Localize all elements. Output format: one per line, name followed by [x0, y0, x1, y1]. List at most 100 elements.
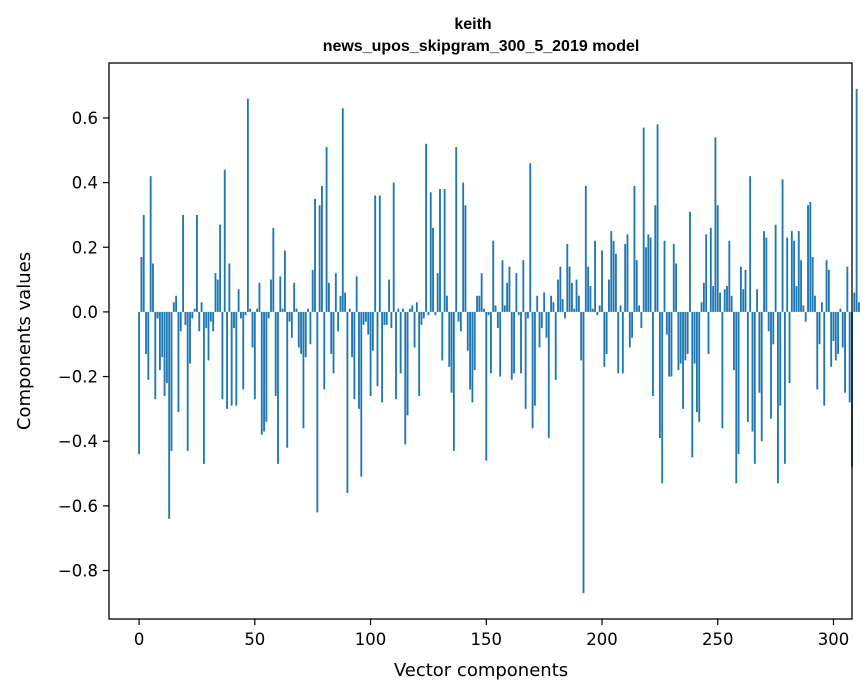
y-axis-ticks: −0.8 −0.6 −0.4 −0.2 0.0 0.2 0.4 0.6 [58, 109, 109, 581]
bar-20 [184, 311, 187, 325]
bar-112 [397, 308, 400, 312]
bar-299 [830, 311, 833, 367]
bar-97 [362, 311, 365, 325]
bar-119 [413, 311, 416, 348]
bar-54 [263, 311, 266, 432]
bar-63 [283, 250, 286, 312]
bar-96 [360, 311, 363, 477]
bar-153 [492, 240, 495, 312]
bar-0 [138, 311, 141, 455]
y-tick-label: 0.2 [72, 238, 98, 257]
bar-243 [700, 302, 703, 312]
bar-163 [515, 273, 518, 312]
bar-111 [395, 311, 397, 400]
bar-30 [207, 311, 210, 361]
bar-35 [219, 224, 222, 312]
bar-168 [527, 311, 529, 319]
bar-125 [427, 311, 430, 316]
bar-218 [642, 127, 645, 312]
bar-89 [344, 292, 347, 312]
x-axis-label: Vector components [394, 660, 568, 681]
bar-154 [494, 305, 497, 312]
bar-227 [663, 240, 666, 312]
bar-75 [311, 269, 314, 312]
bar-277 [779, 311, 782, 406]
bar-82 [327, 282, 330, 312]
bar-239 [691, 311, 694, 458]
bar-302 [837, 311, 840, 354]
bar-197 [594, 240, 596, 312]
x-tick-label: 300 [818, 630, 850, 649]
bar-73 [307, 308, 309, 312]
bar-203 [608, 279, 610, 312]
bar-145 [473, 311, 476, 371]
bar-221 [649, 237, 652, 312]
bar-24 [193, 308, 196, 312]
plot-frame [108, 62, 853, 620]
bar-263 [746, 311, 749, 422]
bar-129 [436, 273, 439, 312]
bar-70 [300, 311, 303, 354]
bar-240 [693, 311, 696, 364]
bar-305 [844, 311, 846, 393]
bar-202 [605, 311, 608, 354]
bar-95 [358, 311, 360, 409]
bar-254 [726, 286, 728, 312]
bar-226 [661, 311, 664, 484]
bar-85 [334, 273, 337, 312]
bar-139 [459, 311, 462, 332]
bar-196 [591, 308, 594, 312]
bar-23 [191, 311, 194, 319]
bar-285 [797, 231, 800, 312]
bar-2 [142, 214, 145, 312]
y-tick-label: −0.4 [58, 432, 98, 451]
bar-78 [318, 205, 321, 312]
bar-71 [302, 311, 305, 429]
bar-159 [506, 282, 509, 312]
bar-224 [656, 124, 659, 312]
bar-77 [316, 311, 319, 513]
y-tick-label: −0.8 [58, 562, 98, 581]
bar-58 [272, 227, 275, 312]
bar-143 [469, 311, 472, 390]
bar-141 [464, 205, 467, 312]
bar-113 [399, 311, 402, 374]
bar-94 [355, 276, 358, 312]
bar-127 [432, 227, 434, 312]
bar-292 [814, 295, 816, 312]
bar-310 [855, 88, 858, 312]
bar-172 [536, 295, 539, 312]
bar-198 [596, 311, 599, 316]
bar-33 [214, 273, 217, 312]
bar-1 [140, 256, 143, 312]
bar-22 [189, 311, 191, 364]
bar-264 [749, 176, 752, 312]
bar-160 [508, 266, 511, 312]
bar-245 [705, 234, 708, 312]
bar-13 [168, 311, 171, 519]
bar-144 [471, 311, 474, 403]
bar-276 [777, 311, 779, 484]
bar-246 [707, 311, 710, 354]
bar-171 [533, 311, 536, 406]
bar-151 [487, 311, 490, 316]
bar-287 [802, 305, 805, 312]
bar-42 [235, 311, 238, 406]
bar-184 [564, 311, 566, 319]
bar-309 [853, 292, 856, 312]
bar-201 [603, 311, 606, 367]
bar-126 [429, 192, 432, 312]
bar-165 [520, 311, 522, 374]
bar-41 [233, 311, 235, 329]
bar-27 [200, 302, 203, 312]
bar-261 [742, 289, 745, 312]
bar-177 [547, 311, 550, 438]
bar-207 [617, 311, 620, 374]
x-tick-label: 100 [355, 630, 387, 649]
bar-210 [624, 244, 627, 312]
bar-150 [485, 311, 488, 461]
bar-51 [256, 308, 259, 312]
bar-19 [182, 214, 184, 312]
bar-53 [260, 311, 263, 435]
